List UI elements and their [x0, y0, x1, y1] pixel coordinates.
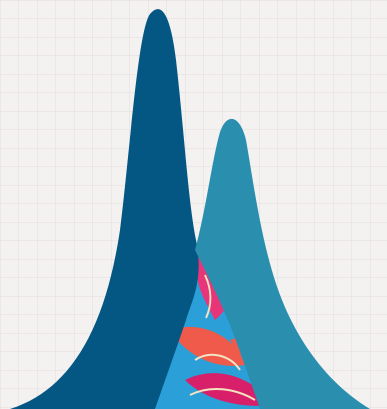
tall-peak-shape — [10, 9, 199, 409]
short-peak-shape — [195, 119, 370, 409]
